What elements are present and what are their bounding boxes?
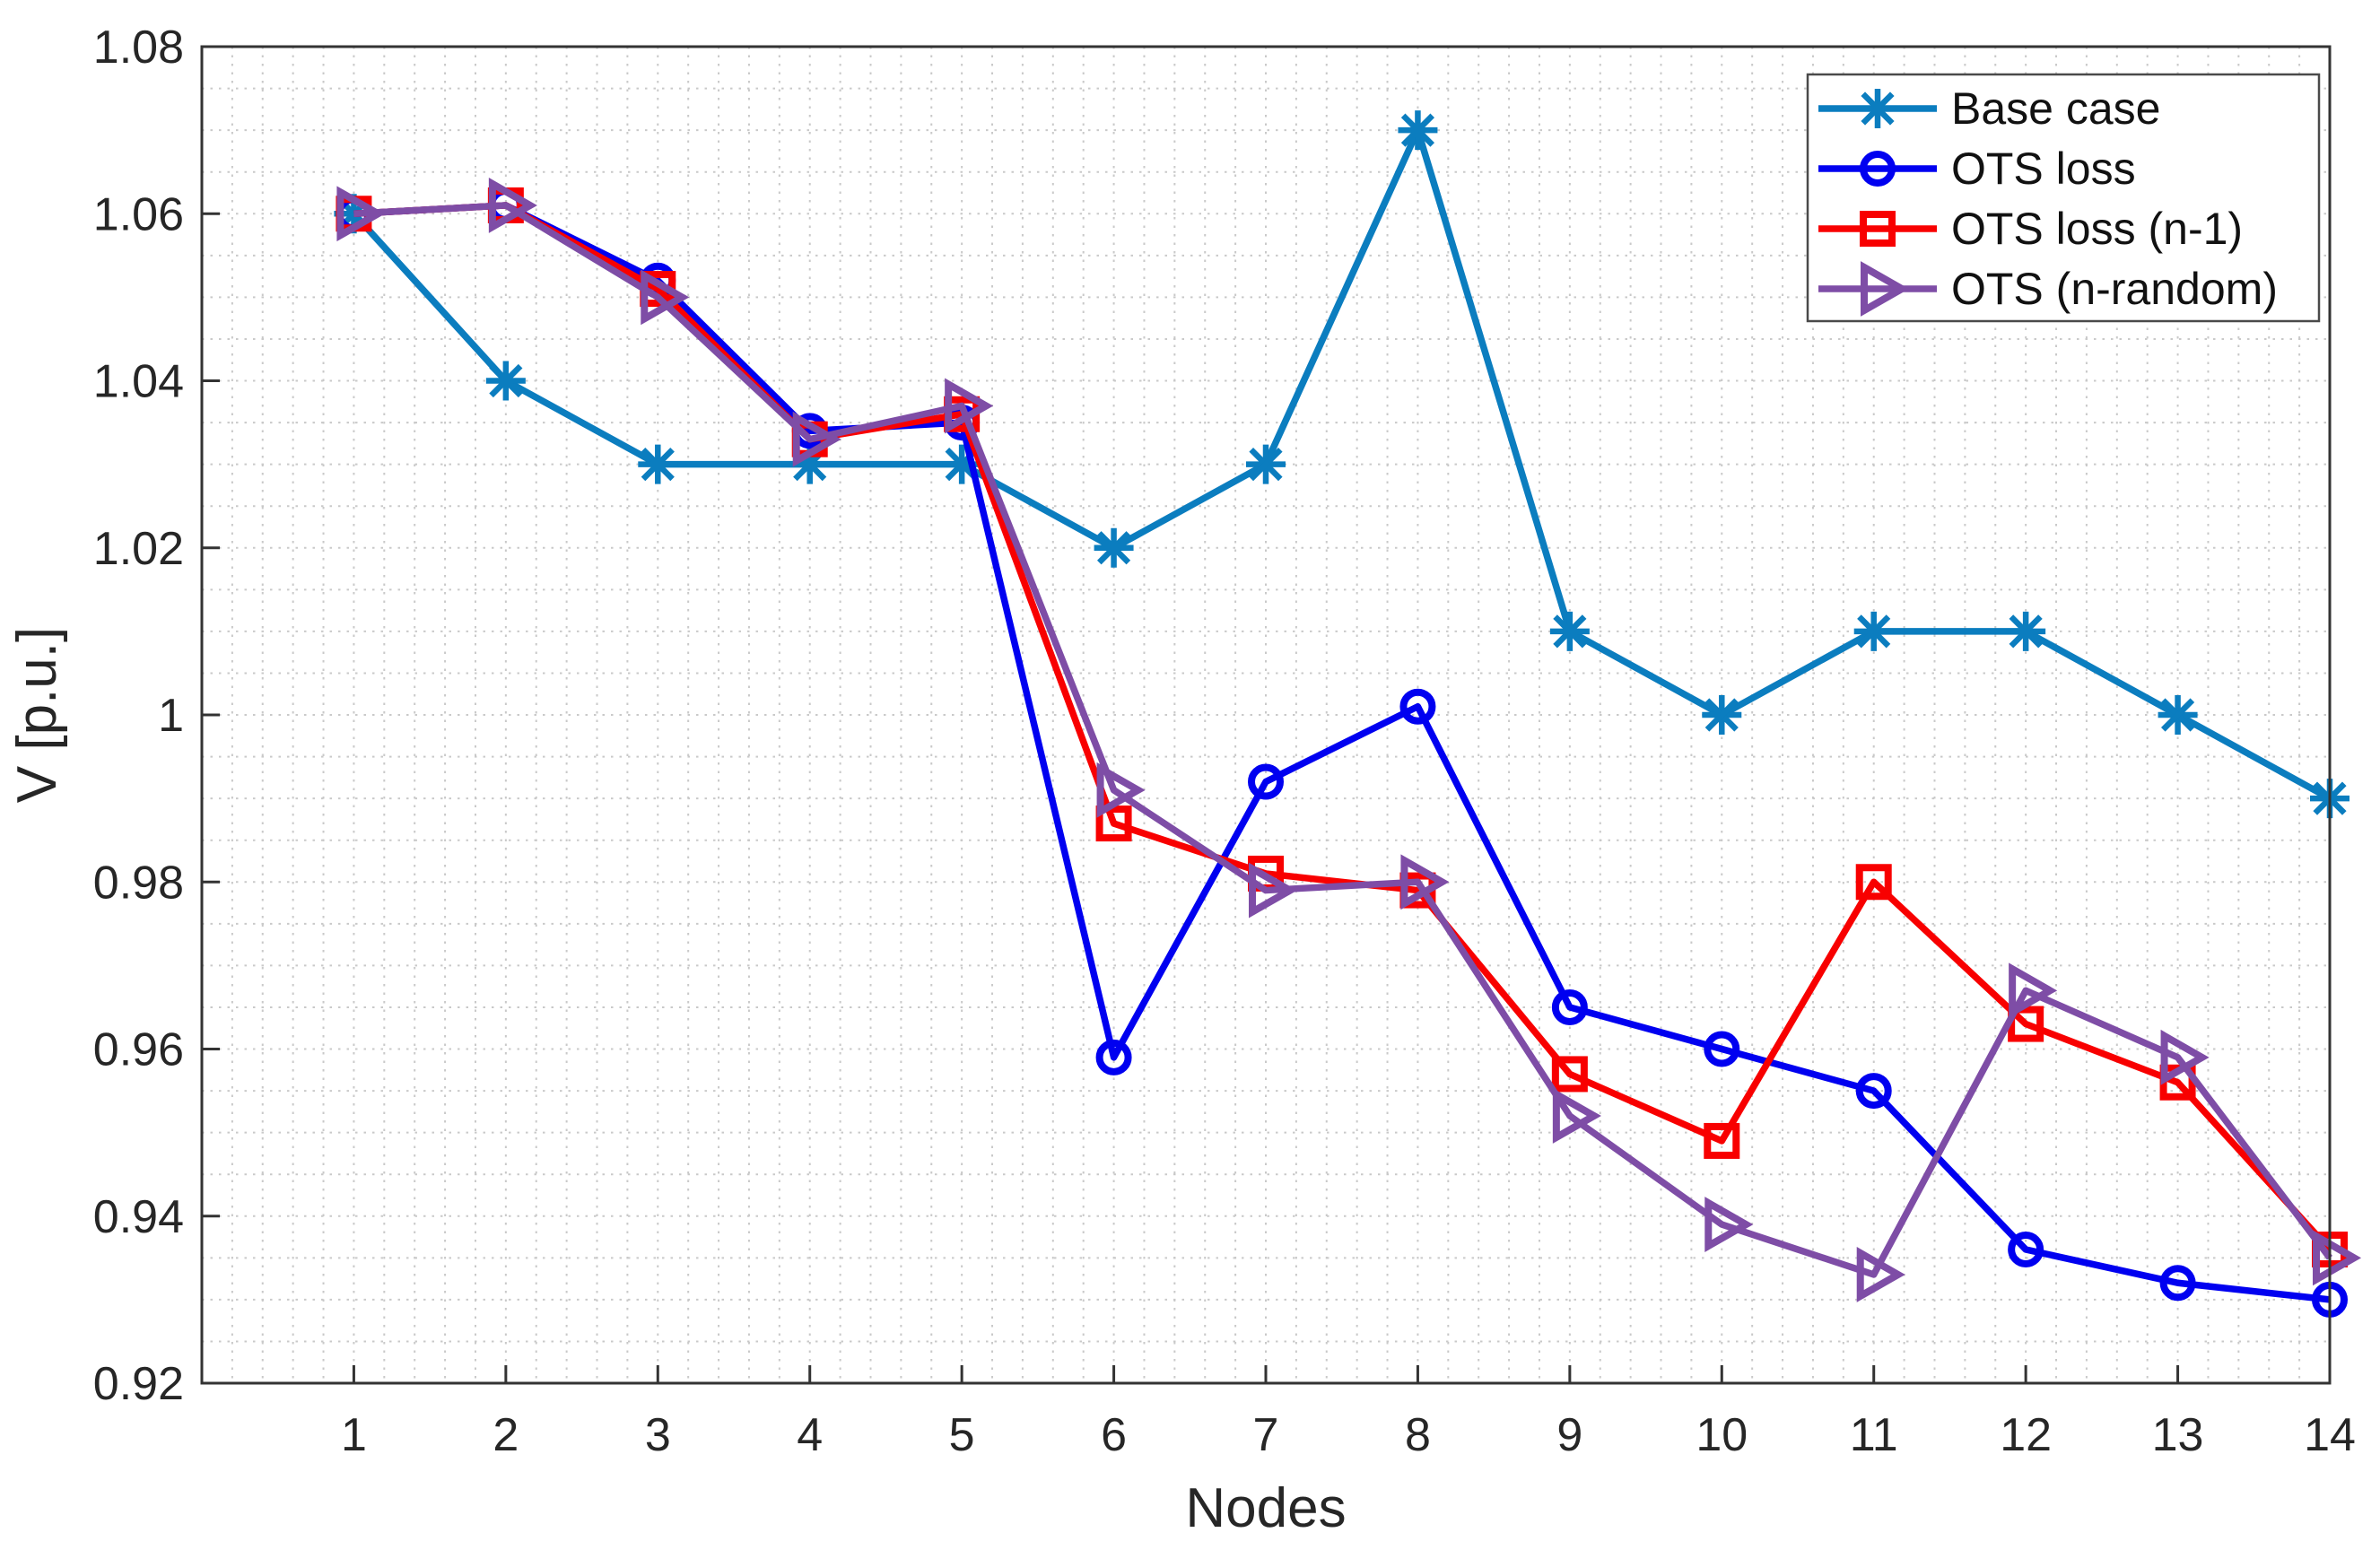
x-tick-label: 9: [1556, 1409, 1582, 1461]
legend-item-ots-n-random: OTS (n-random): [1818, 261, 2278, 317]
y-tick-label: 1.02: [93, 523, 184, 575]
x-tick-label: 2: [493, 1409, 519, 1461]
x-tick-label: 10: [1696, 1409, 1748, 1461]
x-axis-label: Nodes: [1185, 1477, 1346, 1539]
x-tick-label: 5: [949, 1409, 975, 1461]
y-tick-label: 1.06: [93, 188, 184, 240]
x-tick-label: 8: [1405, 1409, 1431, 1461]
series-line-ots-n-random: [353, 202, 2332, 1278]
y-tick-label: 0.94: [93, 1191, 184, 1243]
legend-item-ots-loss-n-1: OTS loss (n-1): [1818, 204, 2243, 254]
legend-label: Base case: [1951, 83, 2160, 134]
y-tick-label: 1.08: [93, 22, 184, 74]
y-tick-label: 0.98: [93, 857, 184, 909]
y-tick-label: 1.04: [93, 356, 184, 408]
y-tick-label: 1: [158, 690, 184, 742]
y-axis-label: V [p.u.]: [6, 627, 68, 803]
legend-item-ots-loss: OTS loss: [1818, 144, 2136, 194]
legend-label: OTS (n-random): [1951, 264, 2278, 314]
y-tick-label: 0.92: [93, 1358, 184, 1410]
x-tick-label: 6: [1101, 1409, 1127, 1461]
series-line-base-case: [351, 126, 2332, 802]
x-tick-label: 12: [2000, 1409, 2052, 1461]
x-tick-label: 11: [1850, 1409, 1898, 1461]
x-tick-label: 4: [797, 1409, 823, 1461]
legend: Base case OTS loss OTS loss (n-1) OTS (n-ra…: [1806, 73, 2321, 323]
legend-item-base-case: Base case: [1818, 83, 2160, 134]
x-tick-label: 1: [341, 1409, 367, 1461]
series-ots-n-random: [336, 178, 2362, 1302]
x-tick-label: 14: [2304, 1409, 2356, 1461]
series-markers-ots-n-random: [336, 178, 2362, 1302]
x-tick-label: 7: [1253, 1409, 1279, 1461]
legend-label: OTS loss: [1951, 144, 2136, 194]
x-tick-label: 3: [645, 1409, 671, 1461]
series-line-ots-loss-n-1: [353, 202, 2332, 1252]
legend-label: OTS loss (n-1): [1951, 204, 2243, 254]
y-tick-label: 0.96: [93, 1024, 184, 1076]
x-tick-label: 13: [2152, 1409, 2204, 1461]
series-line-ots-loss: [353, 202, 2331, 1303]
